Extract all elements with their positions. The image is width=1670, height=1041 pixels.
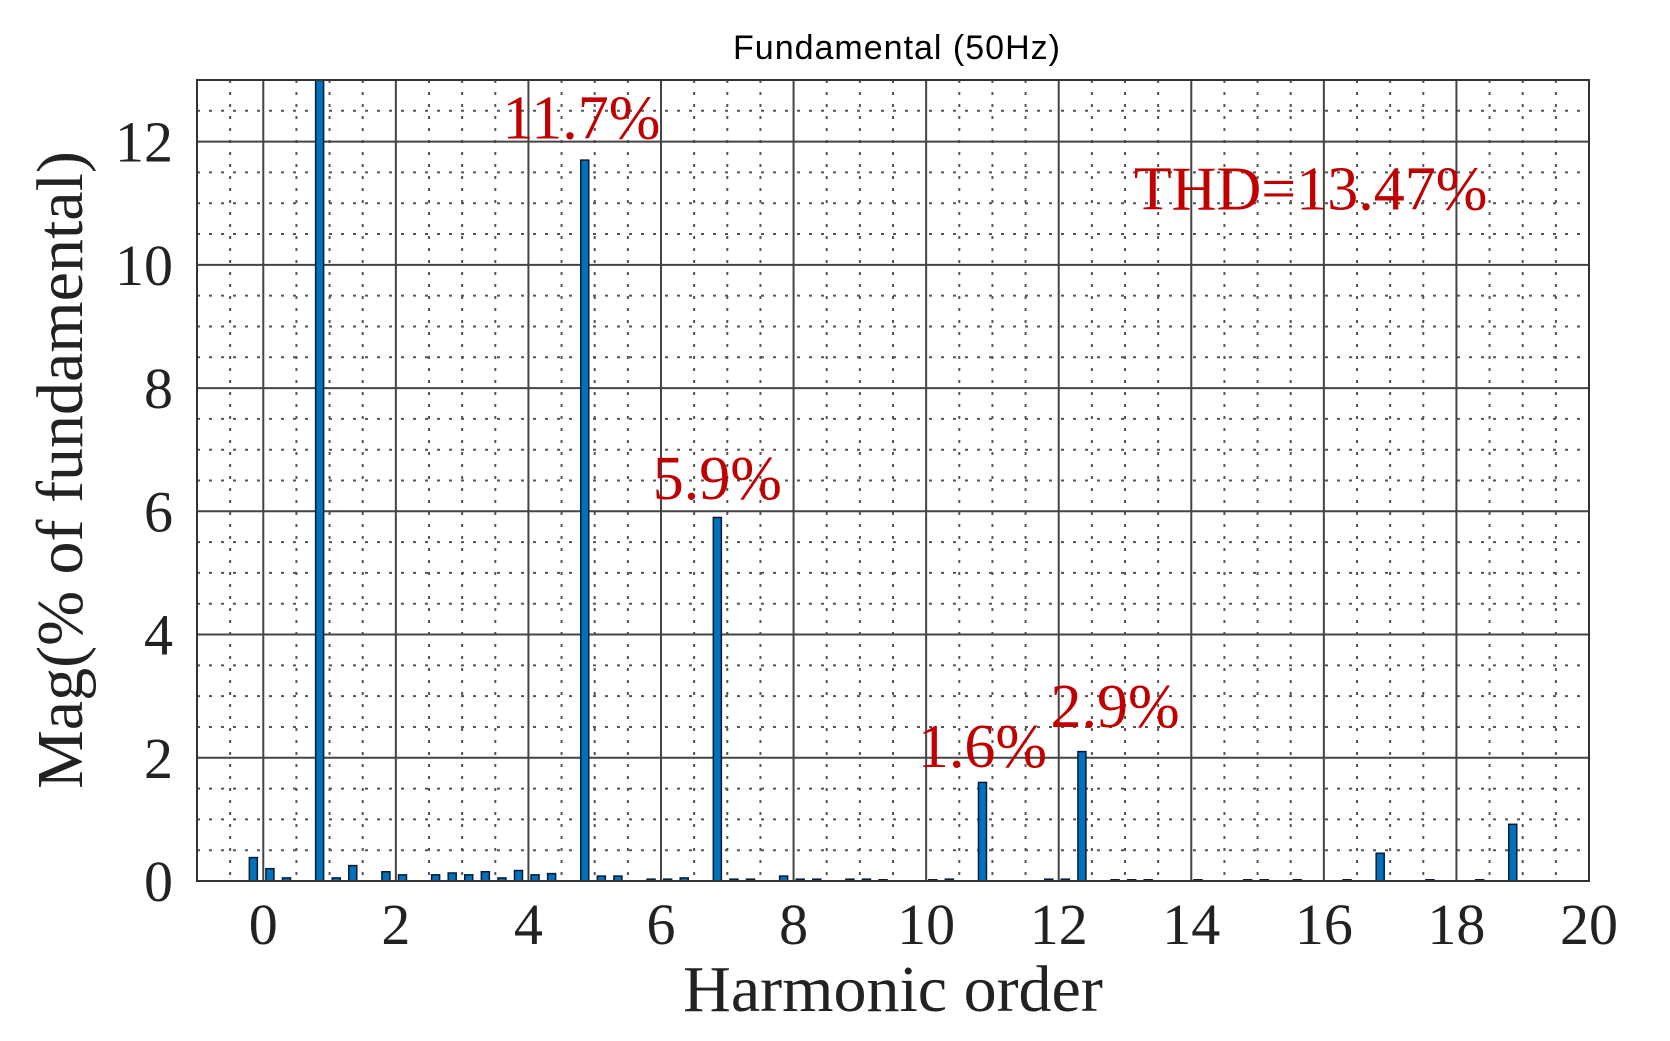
chart-title: Fundamental (50Hz) (733, 29, 1061, 67)
annotation-label: THD=13.47% (1134, 155, 1488, 223)
x-tick-label: 12 (1030, 892, 1088, 957)
x-tick-label: 20 (1560, 892, 1618, 957)
x-tick-label: 6 (647, 892, 676, 957)
x-tick-label: 0 (249, 892, 278, 957)
annotation-label: 2.9% (1050, 673, 1179, 741)
y-tick-labels: 0 2 4 6 8 10 12 (115, 110, 173, 914)
bar (977, 781, 988, 882)
bars (248, 79, 1518, 882)
y-tick-label: 8 (144, 356, 173, 421)
y-tick-label: 6 (144, 479, 173, 544)
bar (513, 869, 524, 882)
bar (480, 871, 491, 882)
bar (1375, 852, 1385, 882)
x-tick-label: 16 (1295, 892, 1353, 957)
bar (265, 867, 275, 882)
y-tick-label: 0 (144, 849, 173, 914)
bar (348, 864, 358, 882)
y-axis-label: Mag(% of fundamental) (24, 151, 97, 789)
x-tick-label: 14 (1162, 892, 1220, 957)
y-tick-label: 4 (144, 603, 173, 668)
bar (546, 872, 557, 882)
bar (447, 872, 457, 882)
x-tick-label: 4 (514, 892, 543, 957)
x-tick-label: 8 (779, 892, 808, 957)
x-tick-label: 18 (1427, 892, 1485, 957)
y-tick-label: 12 (115, 110, 173, 175)
y-tick-label: 10 (115, 233, 173, 298)
bar (1508, 823, 1518, 882)
bar (1077, 750, 1087, 882)
x-tick-label: 10 (897, 892, 955, 957)
bar (314, 79, 325, 882)
bar (712, 516, 723, 882)
annotation-label: 5.9% (653, 445, 782, 513)
x-axis-label: Harmonic order (683, 953, 1103, 1026)
annotation-label: 11.7% (503, 85, 661, 153)
minor-grid (196, 79, 1589, 881)
bar (381, 871, 391, 882)
annotations: 11.7% 5.9% 1.6%2.9% THD=13.47% (503, 85, 1488, 781)
annotation-label: 1.6% (918, 713, 1047, 781)
x-tick-labels: 0 2 4 6 8 10 12 14 16 18 20 (249, 892, 1618, 957)
bar (248, 856, 259, 882)
x-tick-label: 2 (381, 892, 410, 957)
y-tick-label: 2 (144, 726, 173, 791)
plot-area-frame (196, 79, 1590, 882)
bar (580, 159, 590, 882)
